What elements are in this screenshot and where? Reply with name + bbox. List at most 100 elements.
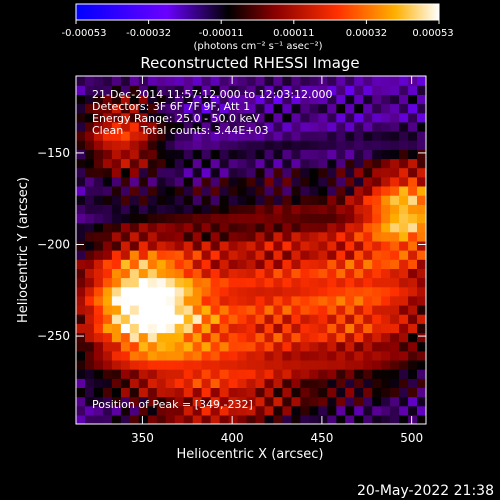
heatmap-cell bbox=[408, 158, 418, 169]
heatmap-cell bbox=[282, 359, 292, 370]
heatmap-cell bbox=[309, 387, 319, 398]
heatmap-cell bbox=[93, 149, 104, 160]
heatmap-cell bbox=[237, 176, 248, 187]
heatmap-cell bbox=[192, 396, 203, 407]
heatmap-cell bbox=[354, 130, 364, 141]
heatmap-cell bbox=[147, 405, 158, 416]
heatmap-cell bbox=[345, 332, 355, 343]
heatmap-cell bbox=[138, 387, 149, 398]
heatmap-cell bbox=[228, 85, 239, 95]
heatmap-cell bbox=[102, 405, 113, 416]
heatmap-cell bbox=[246, 314, 257, 324]
heatmap-cell bbox=[345, 396, 355, 407]
heatmap-cell bbox=[76, 195, 86, 205]
heatmap-cell bbox=[390, 103, 400, 114]
heatmap-cell bbox=[354, 396, 364, 407]
heatmap-cell bbox=[354, 341, 364, 352]
heatmap-cell bbox=[246, 140, 257, 150]
heatmap-cell bbox=[318, 240, 328, 251]
heatmap-cell bbox=[372, 231, 382, 242]
heatmap-cell bbox=[76, 295, 86, 306]
heatmap-cell bbox=[156, 185, 167, 196]
heatmap-cell bbox=[390, 130, 400, 141]
heatmap-cell bbox=[309, 250, 319, 260]
heatmap-cell bbox=[210, 240, 221, 251]
heatmap-cell bbox=[102, 396, 113, 407]
heatmap-cell bbox=[165, 359, 176, 370]
heatmap-cell bbox=[129, 414, 140, 424]
heatmap-cell bbox=[399, 112, 409, 123]
heatmap-cell bbox=[309, 167, 319, 178]
heatmap-cell bbox=[300, 204, 310, 214]
heatmap-cell bbox=[174, 268, 185, 279]
heatmap-cell bbox=[408, 286, 418, 297]
heatmap-cell bbox=[111, 103, 122, 114]
heatmap-cell bbox=[85, 405, 95, 416]
heatmap-cell bbox=[372, 286, 382, 297]
heatmap-cell bbox=[85, 204, 95, 214]
heatmap-cell bbox=[93, 231, 104, 242]
heatmap-cell bbox=[111, 277, 122, 288]
heatmap-cell bbox=[138, 213, 149, 224]
heatmap-cell bbox=[138, 185, 149, 196]
heatmap-cell bbox=[147, 213, 158, 224]
heatmap-cell bbox=[390, 94, 400, 105]
heatmap-cell bbox=[210, 85, 221, 95]
heatmap-cell bbox=[147, 231, 158, 242]
heatmap-cell bbox=[255, 231, 266, 242]
heatmap-cell bbox=[156, 369, 167, 379]
heatmap-cell bbox=[129, 213, 140, 224]
heatmap-cell bbox=[291, 323, 301, 334]
heatmap-cell bbox=[192, 387, 203, 398]
heatmap-cell bbox=[345, 359, 355, 370]
heatmap-cell bbox=[93, 130, 104, 141]
heatmap-cell bbox=[174, 149, 185, 160]
heatmap-cell bbox=[417, 167, 426, 178]
heatmap-cell bbox=[363, 195, 373, 205]
heatmap-cell bbox=[354, 231, 364, 242]
heatmap-cell bbox=[183, 76, 194, 86]
heatmap-cell bbox=[336, 277, 346, 288]
heatmap-cell bbox=[363, 250, 373, 260]
heatmap-cell bbox=[76, 277, 86, 288]
heatmap-cell bbox=[76, 231, 86, 242]
heatmap-cell bbox=[174, 323, 185, 334]
heatmap-cell bbox=[255, 195, 266, 205]
heatmap-cell bbox=[390, 195, 400, 205]
heatmap-cell bbox=[282, 314, 292, 324]
heatmap-cell bbox=[390, 176, 400, 187]
heatmap-cell bbox=[246, 259, 257, 269]
heatmap-cell bbox=[165, 112, 176, 123]
y-axis-label: Heliocentric Y (arcsec) bbox=[16, 177, 31, 323]
heatmap-cell bbox=[345, 94, 355, 105]
heatmap-cell bbox=[192, 149, 203, 160]
heatmap-cell bbox=[156, 286, 167, 297]
heatmap-cell bbox=[354, 158, 364, 169]
heatmap-cell bbox=[390, 387, 400, 398]
heatmap-cell bbox=[183, 286, 194, 297]
heatmap-cell bbox=[237, 332, 248, 343]
heatmap-cell bbox=[174, 286, 185, 297]
heatmap-cell bbox=[255, 222, 266, 233]
heatmap-cell bbox=[138, 359, 149, 370]
heatmap-cell bbox=[111, 158, 122, 169]
heatmap-cell bbox=[255, 332, 266, 343]
heatmap-cell bbox=[345, 85, 355, 95]
heatmap-cell bbox=[120, 332, 131, 343]
heatmap-cell bbox=[93, 112, 104, 123]
heatmap-cell bbox=[174, 350, 185, 361]
heatmap-cell bbox=[228, 158, 239, 169]
heatmap-cell bbox=[381, 314, 391, 324]
heatmap-cell bbox=[408, 167, 418, 178]
heatmap-cell bbox=[408, 378, 418, 388]
heatmap-cell bbox=[354, 323, 364, 334]
heatmap-cell bbox=[76, 103, 86, 114]
heatmap-cell bbox=[111, 304, 122, 315]
heatmap-cell bbox=[255, 277, 266, 288]
heatmap-cell bbox=[273, 277, 283, 288]
heatmap-cell bbox=[318, 167, 328, 178]
heatmap-cell bbox=[363, 231, 373, 242]
heatmap-cell bbox=[219, 323, 230, 334]
heatmap-cell bbox=[210, 149, 221, 160]
heatmap-cell bbox=[228, 295, 239, 306]
